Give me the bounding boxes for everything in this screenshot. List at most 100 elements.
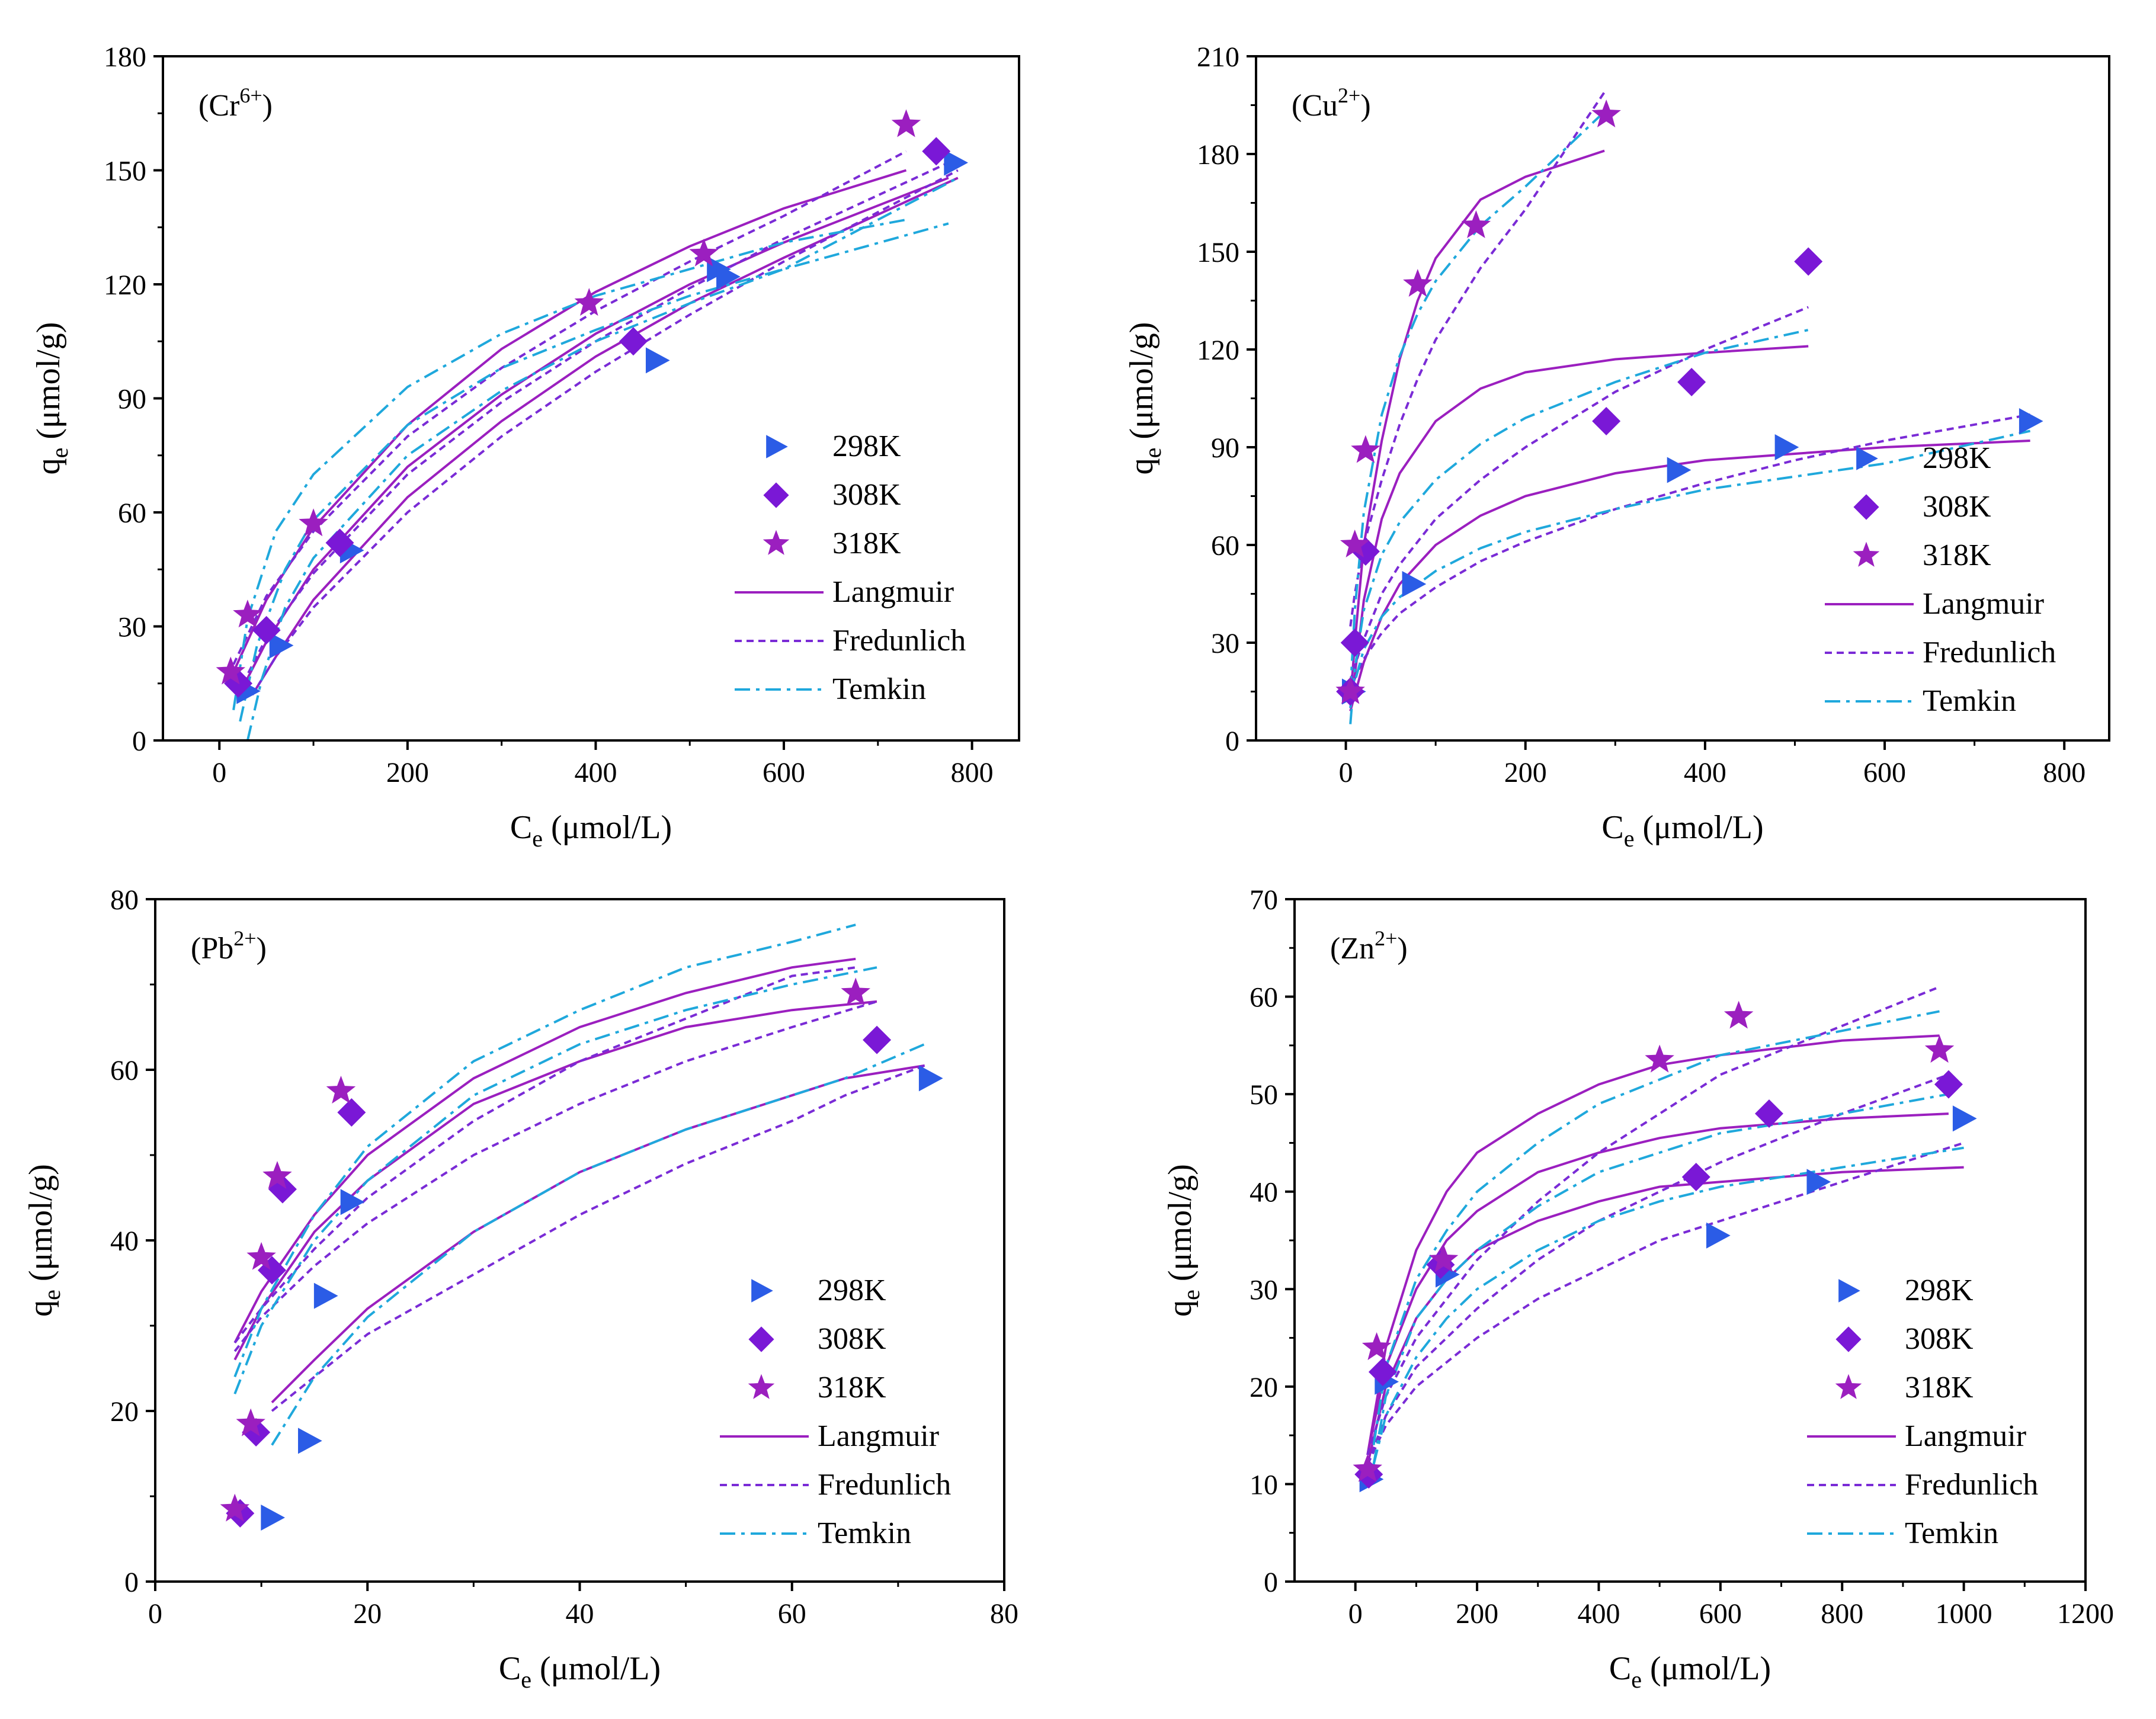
fit-langmuir-318K <box>232 169 907 673</box>
fit-langmuir-298K <box>251 177 959 696</box>
legend-label-318K: 318K <box>1905 1371 1974 1404</box>
x-tick-label: 0 <box>148 1598 162 1630</box>
data-point-308K <box>1755 1099 1783 1128</box>
y-tick-label: 40 <box>110 1226 139 1257</box>
x-axis-title: Ce (μmol/L) <box>499 1650 661 1693</box>
fit-temkin-298K <box>271 1043 925 1446</box>
x-tick-label: 200 <box>386 757 429 788</box>
y-tick-label: 0 <box>1264 1567 1278 1598</box>
legend-label-318K: 318K <box>832 527 901 560</box>
x-axis-title: Ce (μmol/L) <box>510 809 672 852</box>
data-point-298K <box>298 1428 322 1454</box>
legend-marker-298K <box>1856 447 1878 470</box>
panel-label: (Cu2+) <box>1292 84 1371 123</box>
fit-fredunlich-308K <box>1349 306 1809 682</box>
data-point-318K <box>299 508 328 537</box>
legend-label-298K: 298K <box>1923 441 1991 475</box>
fit-temkin-318K <box>232 218 906 711</box>
chart-panel-cr: 0 200 400 600 800 0 30 60 90 120 150 180 (Cr6+) Ce (μ… <box>30 41 1020 852</box>
data-point-318K <box>891 109 921 137</box>
y-tick-label: 20 <box>110 1396 139 1428</box>
data-point-308K <box>1340 628 1369 657</box>
y-tick-label: 180 <box>1197 139 1239 171</box>
fit-langmuir-298K <box>1366 1166 1964 1465</box>
fit-curves <box>232 150 959 740</box>
legend-marker-308K <box>1835 1326 1862 1352</box>
data-point-308K <box>1592 407 1621 435</box>
legend-label-langmuir: Langmuir <box>1923 587 2044 621</box>
data-point-298K <box>645 347 670 374</box>
data-point-298K <box>1667 457 1692 483</box>
data-point-308K <box>337 1098 366 1127</box>
data-point-298K <box>944 149 969 176</box>
legend-marker-298K <box>751 1279 773 1303</box>
x-tick-label: 20 <box>353 1598 382 1630</box>
legend: 298K 308K 318K Langmuir Fredunlich Temkin <box>720 1274 951 1550</box>
data-point-318K <box>1353 1454 1382 1482</box>
x-tick-label: 1000 <box>1936 1598 1992 1630</box>
y-tick-label: 150 <box>1197 237 1239 268</box>
fit-curves <box>1366 986 1965 1465</box>
x-tick-label: 200 <box>1504 757 1547 788</box>
y-tick-label: 50 <box>1250 1079 1278 1111</box>
data-point-298K <box>261 1505 286 1531</box>
data-point-318K <box>1461 210 1491 238</box>
fit-temkin-318K <box>233 923 856 1378</box>
fit-fredunlich-318K <box>233 966 856 1344</box>
data-point-298K <box>1806 1169 1831 1195</box>
data-point-318K <box>233 599 262 628</box>
x-tick-label: 60 <box>778 1598 806 1630</box>
y-tick-label: 30 <box>118 612 146 643</box>
data-point-308K <box>252 615 281 644</box>
legend-label-langmuir: Langmuir <box>818 1419 939 1453</box>
x-tick-label: 0 <box>212 757 226 788</box>
y-tick-label: 0 <box>132 726 146 757</box>
data-point-318K <box>1924 1035 1955 1063</box>
legend-label-318K: 318K <box>818 1371 886 1404</box>
x-axis-title: Ce (μmol/L) <box>1609 1650 1771 1693</box>
data-point-318K <box>689 238 719 267</box>
x-tick-label: 80 <box>990 1598 1018 1630</box>
data-point-318K <box>841 977 870 1006</box>
data-point-318K <box>216 656 246 685</box>
legend-label-fredunlich: Fredunlich <box>1923 636 2056 669</box>
x-tick-label: 1200 <box>2057 1598 2114 1630</box>
y-tick-label: 120 <box>104 270 146 301</box>
data-point-298K <box>1706 1222 1731 1249</box>
legend-label-308K: 308K <box>1923 490 1991 524</box>
fit-temkin-308K <box>1349 329 1809 724</box>
data-point-318K <box>1403 269 1433 297</box>
y-tick-label: 30 <box>1250 1274 1278 1306</box>
fit-langmuir-308K <box>233 1000 877 1361</box>
legend-label-308K: 308K <box>1905 1322 1974 1356</box>
legend-label-308K: 308K <box>832 478 901 512</box>
y-axis-title: qe (μmol/g) <box>1123 322 1166 475</box>
legend: 298K 308K 318K Langmuir Fredunlich Temkin <box>735 429 966 706</box>
legend-marker-318K <box>1853 541 1880 567</box>
legend-label-langmuir: Langmuir <box>832 575 954 609</box>
x-tick-label: 40 <box>566 1598 594 1630</box>
legend: 298K 308K 318K Langmuir Fredunlich Temkin <box>1825 441 2056 718</box>
y-tick-label: 210 <box>1197 41 1239 73</box>
data-point-318K <box>220 1493 250 1522</box>
x-tick-label: 600 <box>1699 1598 1742 1630</box>
legend-label-298K: 298K <box>1905 1274 1974 1307</box>
y-tick-label: 90 <box>118 384 146 415</box>
x-tick-label: 800 <box>2043 757 2085 788</box>
legend-label-308K: 308K <box>818 1322 886 1356</box>
panel-label: (Cr6+) <box>198 84 273 123</box>
data-point-318K <box>246 1242 276 1270</box>
legend-label-fredunlich: Fredunlich <box>1905 1468 2038 1502</box>
fit-fredunlich-308K <box>233 1000 877 1352</box>
fit-fredunlich-318K <box>1349 91 1606 627</box>
x-tick-label: 400 <box>574 757 617 788</box>
fit-temkin-318K <box>1349 111 1606 692</box>
data-point-318K <box>236 1408 265 1436</box>
x-tick-label: 0 <box>1339 757 1353 788</box>
x-tick-label: 0 <box>1348 1598 1363 1630</box>
data-point-318K <box>1351 435 1380 463</box>
fit-langmuir-318K <box>1366 1034 1940 1455</box>
y-tick-label: 30 <box>1211 628 1239 659</box>
legend-marker-308K <box>748 1326 774 1352</box>
fit-temkin-298K <box>1349 429 2031 708</box>
